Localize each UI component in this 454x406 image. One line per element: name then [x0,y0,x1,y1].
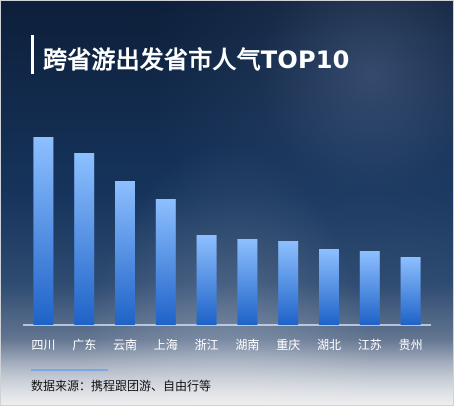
category-label-7: 湖北 [317,337,341,352]
bar-8 [359,251,380,325]
category-label-1: 广东 [72,338,96,352]
chart-title: 跨省游出发省市人气TOP10 [43,46,350,74]
category-label-5: 湖南 [235,337,259,352]
bar-3 [155,199,176,325]
bar-1 [74,153,95,325]
category-label-8: 江苏 [358,338,382,352]
category-label-6: 重庆 [276,338,300,352]
bar-0 [33,137,54,325]
bottom-haze [1,339,453,405]
category-labels-group: 四川 广东 云南 上海 浙江 湖南 重庆 湖北 江苏 贵州 [31,337,422,352]
category-label-9: 贵州 [399,338,423,352]
category-label-3: 上海 [154,337,178,352]
bar-2 [115,181,135,325]
category-label-2: 云南 [113,337,137,352]
title-accent-bar [31,35,34,74]
bars-group [33,137,421,325]
bar-9 [400,257,421,325]
category-label-0: 四川 [31,338,55,352]
category-label-4: 浙江 [195,338,219,352]
source-accent-line [31,369,108,371]
bar-5 [237,239,258,325]
data-source-note: 数据来源：携程跟团游、自由行等 [31,379,212,393]
bar-7 [319,249,339,325]
bar-4 [196,235,217,325]
bar-6 [278,241,299,325]
